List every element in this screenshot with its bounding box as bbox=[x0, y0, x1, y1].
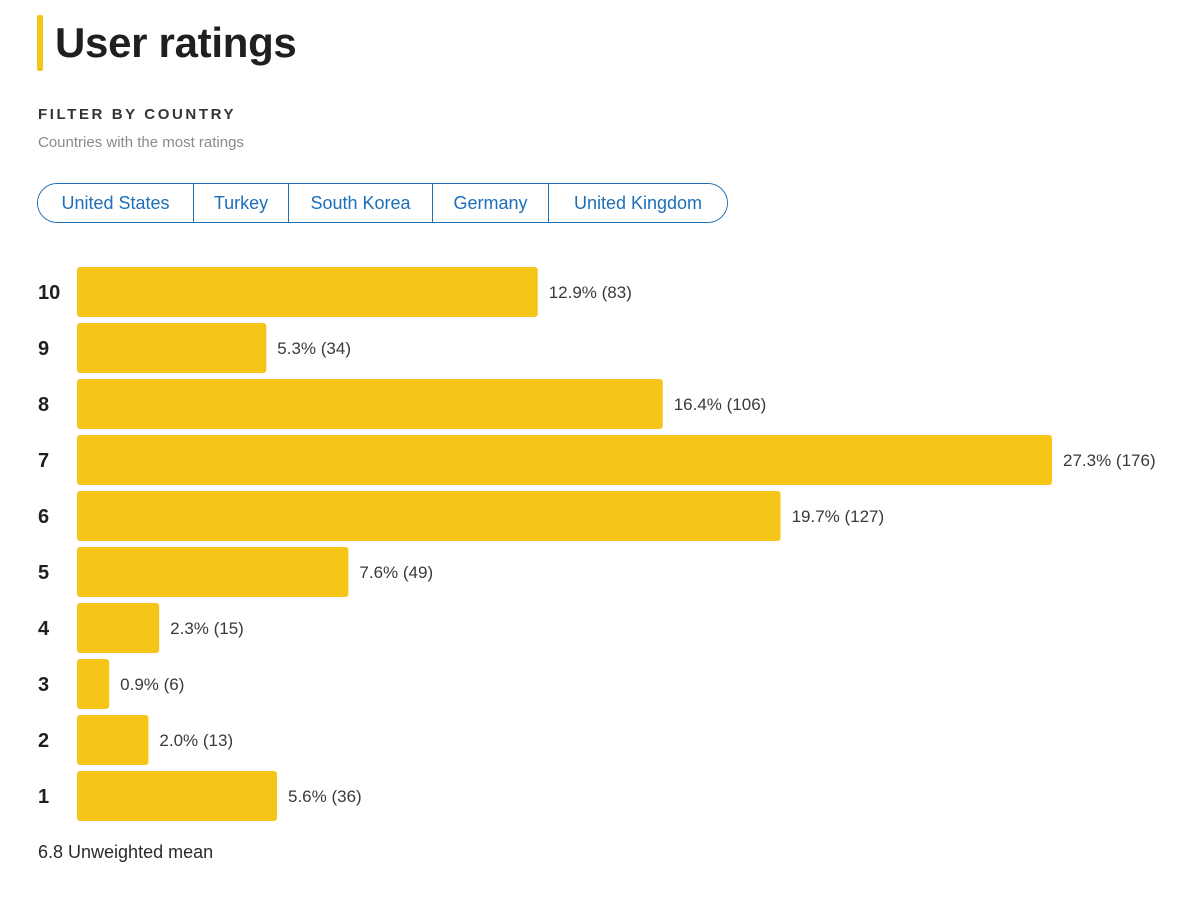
rating-label-1: 1 bbox=[38, 786, 49, 808]
rating-bar-1[interactable] bbox=[77, 771, 277, 821]
rating-label-8: 8 bbox=[38, 394, 49, 416]
rating-bar-3[interactable] bbox=[77, 659, 110, 709]
rating-value-label-9: 5.3% (34) bbox=[277, 339, 351, 358]
page-title: User ratings bbox=[55, 19, 297, 66]
rating-value-label-7: 27.3% (176) bbox=[1063, 451, 1156, 470]
country-button-south-korea[interactable]: South Korea bbox=[289, 184, 433, 222]
rating-label-6: 6 bbox=[38, 506, 49, 528]
section-header: User ratings bbox=[37, 14, 297, 72]
rating-value-label-3: 0.9% (6) bbox=[120, 675, 184, 694]
country-button-united-states[interactable]: United States bbox=[38, 184, 194, 222]
rating-label-4: 4 bbox=[38, 618, 50, 640]
rating-bar-7[interactable] bbox=[77, 435, 1052, 485]
country-button-turkey[interactable]: Turkey bbox=[194, 184, 289, 222]
rating-label-2: 2 bbox=[38, 730, 49, 752]
country-button-germany[interactable]: Germany bbox=[433, 184, 549, 222]
rating-value-label-5: 7.6% (49) bbox=[359, 563, 433, 582]
country-filter-group: United States Turkey South Korea Germany… bbox=[37, 183, 728, 223]
rating-label-3: 3 bbox=[38, 674, 49, 696]
rating-bar-4[interactable] bbox=[77, 603, 160, 653]
rating-bar-10[interactable] bbox=[77, 267, 538, 317]
rating-bar-9[interactable] bbox=[77, 323, 267, 373]
rating-value-label-4: 2.3% (15) bbox=[170, 619, 244, 638]
rating-label-5: 5 bbox=[38, 562, 49, 584]
filter-subheading: Countries with the most ratings bbox=[38, 134, 244, 151]
rating-value-label-8: 16.4% (106) bbox=[674, 395, 767, 414]
title-accent-bar bbox=[37, 15, 43, 71]
country-button-united-kingdom[interactable]: United Kingdom bbox=[549, 184, 727, 222]
rating-value-label-6: 19.7% (127) bbox=[792, 507, 885, 526]
rating-bar-2[interactable] bbox=[77, 715, 149, 765]
unweighted-mean-label: 6.8 Unweighted mean bbox=[38, 842, 214, 862]
rating-value-label-1: 5.6% (36) bbox=[288, 787, 362, 806]
filter-heading: FILTER BY COUNTRY bbox=[38, 106, 237, 123]
rating-value-label-2: 2.0% (13) bbox=[159, 731, 233, 750]
rating-label-9: 9 bbox=[38, 338, 49, 360]
rating-label-10: 10 bbox=[38, 282, 60, 304]
rating-bar-5[interactable] bbox=[77, 547, 349, 597]
rating-label-7: 7 bbox=[38, 450, 49, 472]
rating-bar-6[interactable] bbox=[77, 491, 781, 541]
rating-bar-8[interactable] bbox=[77, 379, 663, 429]
rating-value-label-10: 12.9% (83) bbox=[549, 283, 632, 302]
